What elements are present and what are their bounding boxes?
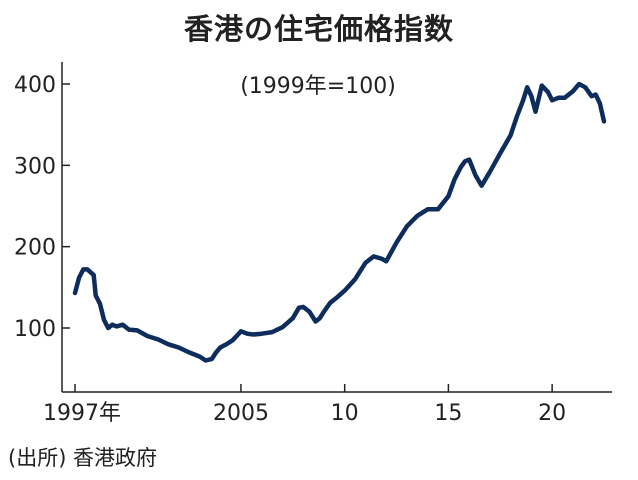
x-ticks: 1997年 2005 10 15 20 [43,384,566,426]
x-tick-label: 2005 [213,401,269,426]
unit-note: (1999年=100) [240,74,396,99]
x-tick-label: 1997年 [43,401,121,426]
source-note: (出所) 香港政府 [8,446,158,470]
y-ticks: 100 200 300 400 [14,73,70,342]
x-tick-label: 10 [331,401,359,426]
y-tick-label: 400 [14,73,56,98]
x-tick-label: 15 [434,401,462,426]
y-tick-label: 200 [14,236,56,261]
x-tick-label: 20 [538,401,566,426]
chart-title: 香港の住宅価格指数 [183,12,454,46]
y-tick-label: 100 [14,317,56,342]
y-tick-label: 300 [14,154,56,179]
series-line [72,81,607,363]
